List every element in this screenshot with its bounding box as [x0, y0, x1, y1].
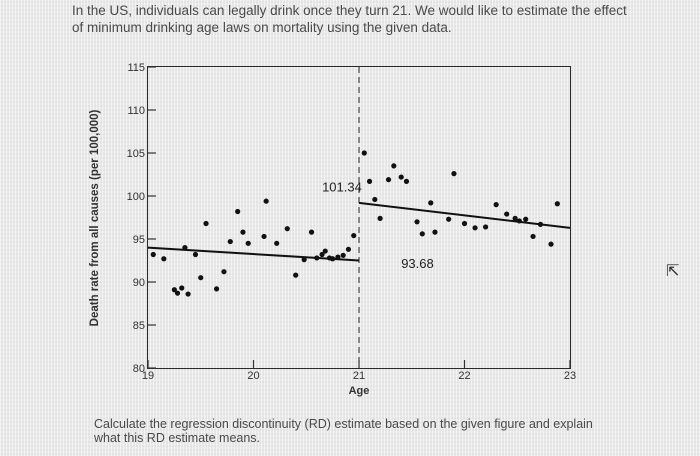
data-point [385, 177, 392, 183]
data-point [235, 208, 241, 215]
data-point [319, 251, 325, 258]
y-tick-label: 85 [133, 320, 145, 332]
data-point [403, 178, 410, 184]
data-point [263, 198, 269, 204]
data-point [414, 219, 420, 225]
data-point [161, 256, 167, 262]
data-point [171, 287, 177, 293]
data-point [227, 238, 233, 245]
question-prompt: In the US, individuals can legally drink… [72, 3, 627, 35]
y-axis-label: Death rate from all causes (per 100,000) [89, 109, 101, 326]
plot-area-frame [147, 66, 571, 369]
data-point [523, 216, 529, 222]
data-point [372, 196, 378, 203]
x-tick-label: 21 [353, 370, 365, 382]
data-point [213, 286, 220, 292]
data-point [554, 201, 560, 207]
data-point [548, 241, 554, 247]
y-tick-label: 90 [133, 277, 145, 289]
x-tick-label: 20 [247, 370, 259, 382]
data-point [530, 233, 536, 240]
data-point [203, 220, 209, 227]
data-point [504, 211, 510, 217]
data-point [192, 251, 199, 258]
data-point [179, 285, 185, 291]
data-point [182, 245, 188, 251]
data-point [330, 256, 336, 262]
data-point [446, 216, 452, 222]
y-tick-label: 110 [127, 105, 145, 117]
data-point [301, 257, 307, 263]
data-point [335, 254, 341, 260]
data-point [314, 255, 320, 261]
data-point [361, 150, 367, 156]
data-point [274, 240, 280, 246]
x-axis-label: Age [349, 385, 370, 397]
x-tick-label: 22 [458, 370, 470, 382]
data-point [366, 178, 373, 184]
x-tick-label: 19 [142, 370, 154, 382]
data-point [516, 218, 522, 224]
data-point [150, 251, 156, 258]
y-tick-label: 115 [127, 62, 145, 74]
data-point [391, 163, 397, 169]
data-point [174, 290, 181, 296]
data-point [185, 291, 191, 297]
data-point [432, 229, 438, 235]
y-tick-label: 80 [133, 363, 145, 375]
data-point [293, 272, 299, 278]
data-point [451, 171, 457, 177]
data-point [472, 225, 478, 231]
y-tick-label: 95 [133, 234, 145, 246]
value-annotation: 93.68 [401, 256, 434, 271]
data-point [419, 231, 425, 237]
data-point [493, 202, 499, 208]
data-point [308, 229, 315, 235]
data-point [351, 232, 357, 239]
y-tick-label: 105 [127, 148, 145, 160]
data-point [261, 233, 267, 240]
data-point [198, 275, 204, 281]
data-point [221, 269, 227, 275]
data-point [240, 229, 246, 235]
data-point [345, 246, 352, 252]
data-point [377, 215, 383, 221]
data-point [512, 215, 518, 221]
data-point [322, 248, 328, 254]
data-point [483, 224, 489, 230]
fit-line [147, 246, 360, 262]
y-tick-label: 100 [127, 191, 145, 203]
data-point [537, 221, 544, 227]
data-point [245, 240, 251, 246]
x-tick-label: 23 [564, 370, 576, 382]
mouse-cursor-icon: ⇱ [666, 263, 680, 280]
data-point [284, 226, 290, 232]
data-point [398, 174, 404, 180]
data-point [461, 220, 468, 227]
fit-line [358, 201, 571, 229]
value-annotation: 101.34 [322, 180, 362, 195]
data-point [428, 200, 434, 206]
question-text: Calculate the regression discontinuity (… [94, 417, 593, 445]
data-point [340, 252, 346, 258]
